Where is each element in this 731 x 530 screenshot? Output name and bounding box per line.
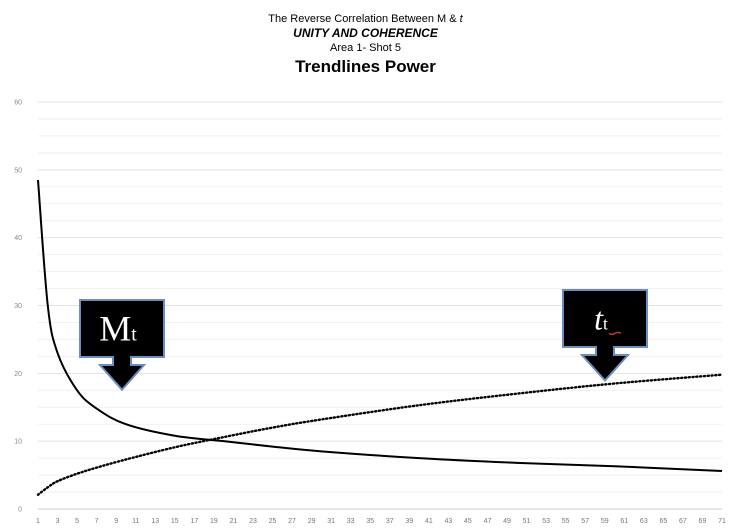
callout-main: t <box>594 300 604 336</box>
x-tick-label: 23 <box>249 518 257 525</box>
x-tick-label: 55 <box>562 518 570 525</box>
x-tick-label: 33 <box>347 518 355 525</box>
y-axis-ticks: 0 10 20 30 40 50 60 <box>14 100 22 514</box>
x-tick-label: 59 <box>601 518 609 525</box>
x-tick-label: 15 <box>171 518 179 525</box>
y-tick-label: 20 <box>14 371 22 378</box>
callout-shape <box>79 299 165 392</box>
chart-title-line-1: The Reverse Correlation Between M & t <box>0 12 731 26</box>
chart-titles: The Reverse Correlation Between M & t UN… <box>0 12 731 78</box>
x-tick-label: 29 <box>308 518 316 525</box>
x-axis-ticks: 1 3 5 7 9 11 13 15 17 19 21 23 25 27 29 31 33 35 37 39 41 43 4… <box>36 518 726 525</box>
x-tick-label: 61 <box>620 518 628 525</box>
callout-subscript: t <box>131 324 137 346</box>
x-tick-label: 35 <box>366 518 374 525</box>
y-tick-label: 60 <box>14 100 22 107</box>
x-tick-label: 25 <box>269 518 277 525</box>
callout-squiggle <box>608 331 622 336</box>
x-tick-label: 57 <box>581 518 589 525</box>
x-tick-label: 3 <box>56 518 60 525</box>
x-tick-label: 27 <box>288 518 296 525</box>
series-lines <box>36 179 724 496</box>
x-tick-label: 67 <box>679 518 687 525</box>
x-tick-label: 69 <box>699 518 707 525</box>
x-tick-label: 43 <box>445 518 453 525</box>
x-tick-label: 7 <box>95 518 99 525</box>
y-tick-label: 40 <box>14 235 22 242</box>
chart-title-line-3: Area 1- Shot 5 <box>330 42 401 54</box>
title-line-1-variable: t <box>459 13 463 25</box>
x-tick-label: 21 <box>230 518 238 525</box>
callout-main: M <box>99 309 131 349</box>
x-tick-label: 1 <box>36 518 40 525</box>
title-line-1-text: The Reverse Correlation Between M & <box>268 13 460 25</box>
x-tick-label: 37 <box>386 518 394 525</box>
x-tick-label: 53 <box>542 518 550 525</box>
x-tick-label: 45 <box>464 518 472 525</box>
x-tick-label: 65 <box>659 518 667 525</box>
x-tick-label: 49 <box>503 518 511 525</box>
series-line-M <box>37 179 723 473</box>
chart-title-main: Trendlines Power <box>295 57 436 76</box>
callout-label: tt <box>594 300 608 336</box>
x-tick-label: 19 <box>210 518 218 525</box>
x-tick-label: 47 <box>484 518 492 525</box>
x-tick-label: 71 <box>718 518 726 525</box>
y-tick-label: 30 <box>14 303 22 310</box>
chart-title-line-2: UNITY AND COHERENCE <box>293 26 438 40</box>
callout-shape <box>562 289 648 382</box>
x-tick-label: 5 <box>75 518 79 525</box>
x-tick-label: 41 <box>425 518 433 525</box>
y-tick-label: 50 <box>14 167 22 174</box>
x-tick-label: 51 <box>523 518 531 525</box>
y-tick-label: 0 <box>18 507 22 514</box>
callout-subscript: t <box>603 313 608 333</box>
x-tick-label: 39 <box>405 518 413 525</box>
x-tick-label: 31 <box>327 518 335 525</box>
callout-label: Mt <box>99 309 137 349</box>
grid-lines <box>38 101 722 510</box>
series-line-t <box>36 373 724 496</box>
callout-M: Mt <box>79 299 165 392</box>
callout-arrows: Mt tt <box>79 289 648 392</box>
callout-t: tt <box>562 289 648 382</box>
x-tick-label: 11 <box>132 518 139 525</box>
x-tick-label: 13 <box>151 518 159 525</box>
x-tick-label: 9 <box>114 518 118 525</box>
x-tick-label: 63 <box>640 518 648 525</box>
y-tick-label: 10 <box>14 439 22 446</box>
x-tick-label: 17 <box>190 518 198 525</box>
